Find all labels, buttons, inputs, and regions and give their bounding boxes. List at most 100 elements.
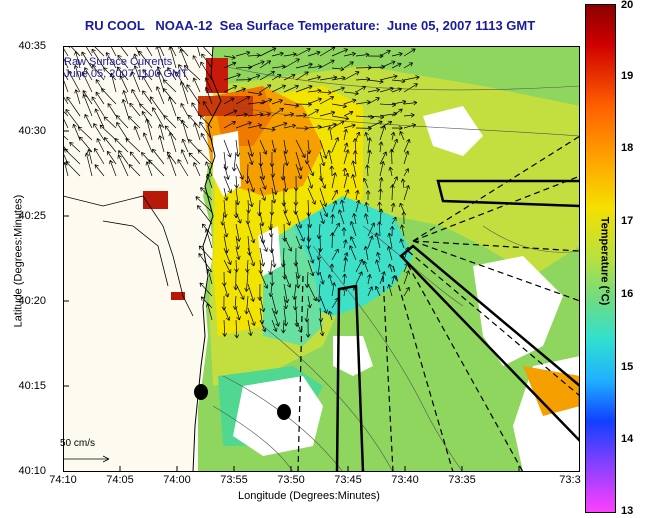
current-vector xyxy=(403,286,410,297)
current-vector xyxy=(179,48,189,69)
current-vector xyxy=(244,295,249,315)
current-vector xyxy=(391,62,402,69)
current-vector xyxy=(331,86,345,93)
current-vector xyxy=(295,125,309,131)
current-vector xyxy=(316,247,322,261)
scale-arrow-head xyxy=(102,455,110,463)
current-vector xyxy=(231,151,237,172)
current-vector xyxy=(367,149,372,165)
current-vector xyxy=(145,118,153,141)
current-vector xyxy=(81,71,93,93)
current-vector xyxy=(319,271,325,285)
current-vector xyxy=(235,211,242,224)
current-vector xyxy=(94,147,105,165)
current-vector xyxy=(283,271,292,288)
current-vector xyxy=(206,268,213,285)
current-vector xyxy=(247,151,254,165)
current-vector xyxy=(319,319,325,337)
current-vector xyxy=(133,125,141,141)
current-vector xyxy=(331,137,340,153)
current-vector xyxy=(116,121,129,141)
current-vector xyxy=(259,139,268,155)
current-vector xyxy=(162,88,177,105)
y-tick-label: 40:10 xyxy=(18,465,46,477)
current-vector xyxy=(283,73,296,81)
current-vector xyxy=(193,122,201,141)
x-tick-label: 73:55 xyxy=(220,474,248,486)
current-vector xyxy=(63,95,69,105)
current-vector xyxy=(268,283,274,298)
sst-patch-hot-3 xyxy=(143,191,168,209)
current-vector xyxy=(115,115,129,129)
current-vector xyxy=(307,283,318,302)
map-title: RU COOL NOAA-12 Sea Surface Temperature:… xyxy=(84,18,536,33)
current-vector xyxy=(106,150,117,165)
colorbar-tick: 19 xyxy=(621,70,634,82)
current-vector xyxy=(221,295,227,311)
current-vector xyxy=(66,96,81,117)
current-vector xyxy=(206,173,213,189)
current-vector xyxy=(232,295,238,310)
station-marker-2 xyxy=(277,404,291,420)
current-vector xyxy=(377,221,382,237)
current-vector xyxy=(187,114,201,129)
y-tick-label: 40:20 xyxy=(18,295,46,307)
current-vector xyxy=(304,151,310,165)
current-vector xyxy=(158,124,165,141)
current-vector xyxy=(223,223,229,238)
legend-line-1: Raw Surface Currents xyxy=(64,56,173,68)
current-vector xyxy=(259,235,268,252)
current-vector xyxy=(183,65,201,81)
current-vector xyxy=(319,46,336,57)
current-vector xyxy=(403,112,415,118)
colorbar-tick: 13 xyxy=(621,505,634,517)
current-vector xyxy=(403,75,420,81)
current-vector xyxy=(193,162,201,177)
current-vector xyxy=(403,138,411,153)
current-vector xyxy=(201,53,213,69)
current-vector xyxy=(351,174,357,189)
current-vector xyxy=(233,199,239,219)
current-vector xyxy=(259,98,273,105)
current-vector xyxy=(391,125,403,131)
colorbar-tick: 18 xyxy=(621,142,634,154)
current-vector xyxy=(63,70,69,81)
current-vector xyxy=(319,59,335,69)
current-vector xyxy=(295,211,303,229)
current-vector xyxy=(122,90,129,105)
bay-shoreline xyxy=(63,195,194,317)
current-vector xyxy=(84,152,93,177)
current-vector xyxy=(152,148,165,165)
current-vector xyxy=(295,151,303,171)
current-vector xyxy=(119,75,129,93)
current-vector xyxy=(73,65,81,81)
current-vector xyxy=(354,189,360,201)
current-vector xyxy=(202,100,213,117)
current-vector xyxy=(85,46,93,57)
land-south xyxy=(63,366,198,472)
current-vector xyxy=(163,115,177,129)
current-vector xyxy=(247,91,263,97)
current-vector xyxy=(206,303,213,321)
current-vector xyxy=(283,52,297,57)
current-vector xyxy=(400,178,406,189)
current-vector xyxy=(352,138,358,153)
current-vector xyxy=(156,66,165,81)
current-vector xyxy=(222,319,228,337)
current-vector xyxy=(367,137,372,153)
current-vector xyxy=(204,228,213,249)
current-vector xyxy=(141,152,153,165)
current-vector xyxy=(327,310,333,321)
current-vector xyxy=(199,115,213,129)
current-vector xyxy=(329,165,335,177)
current-vector xyxy=(331,66,345,72)
current-vector xyxy=(198,253,213,273)
current-vector xyxy=(199,46,213,57)
current-vector xyxy=(168,132,177,153)
current-vector xyxy=(327,274,333,285)
current-vector xyxy=(319,295,328,314)
current-vector xyxy=(351,160,357,177)
current-vector xyxy=(403,62,414,69)
current-vector xyxy=(96,138,105,153)
current-vector xyxy=(72,123,81,141)
